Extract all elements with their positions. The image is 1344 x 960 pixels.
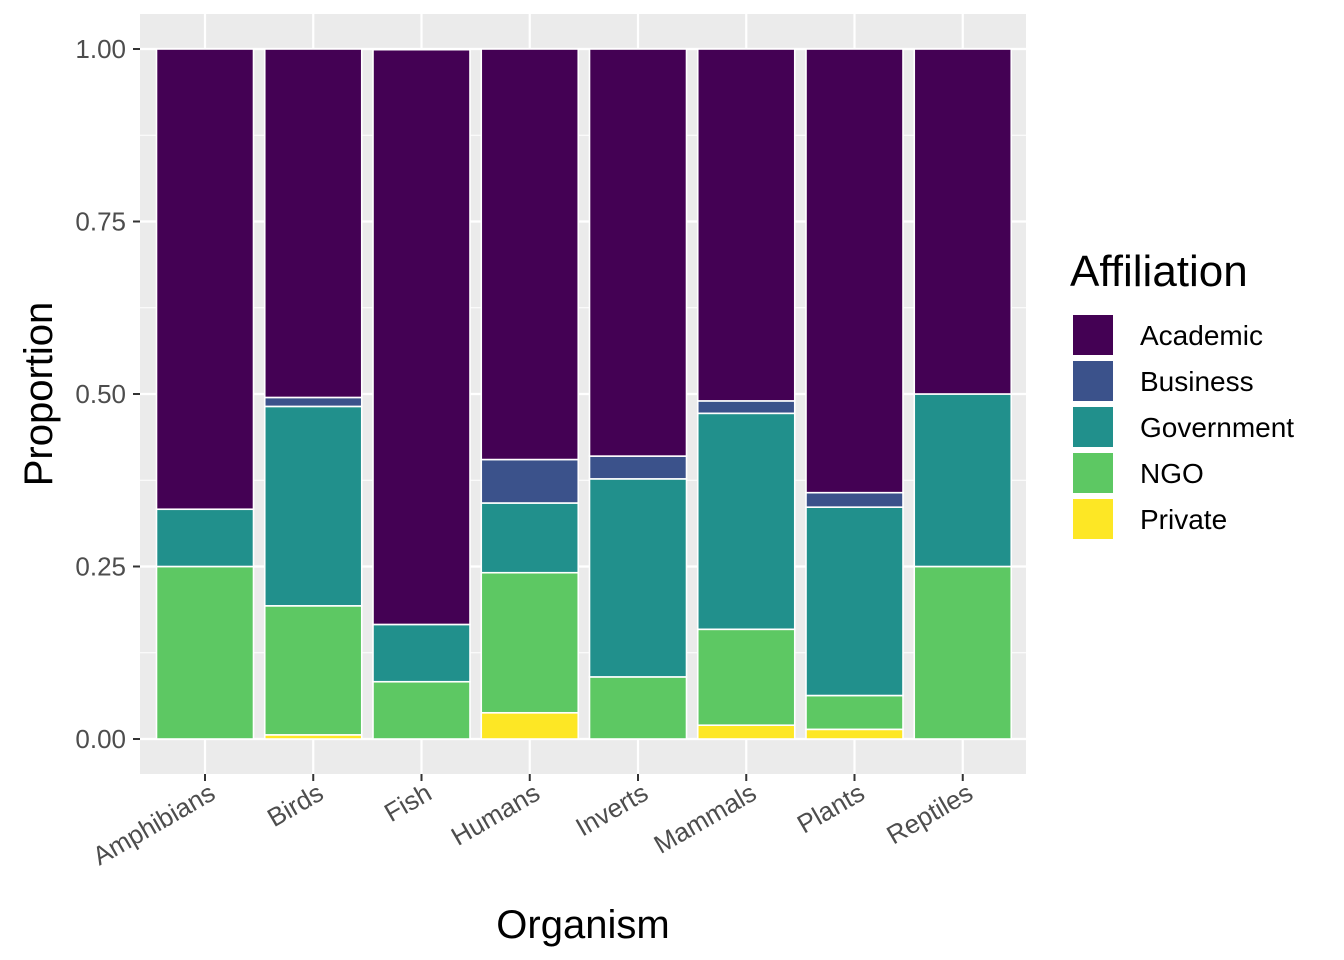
legend-key-ngo (1073, 453, 1113, 493)
bar-segment-plants-private (805, 728, 904, 740)
legend-key-academic (1073, 315, 1113, 355)
y-tick-label: 0.50 (75, 379, 126, 409)
x-tick-label: Plants (792, 777, 870, 839)
bar-segment-plants-ngo (805, 694, 904, 731)
legend-key-government (1073, 407, 1113, 447)
bar-segment-humans-government (480, 502, 580, 574)
bar-segment-plants-business (805, 491, 904, 508)
legend-title: Affiliation (1070, 247, 1248, 296)
bar-segment-inverts-business (588, 455, 688, 480)
legend-items: Academic Business Government NGO Private (1073, 315, 1294, 539)
legend-key-business (1073, 361, 1113, 401)
bar-segment-reptiles-academic (913, 48, 1013, 395)
bar-segment-fish-government (372, 623, 471, 683)
x-axis-title: Organism (496, 903, 669, 947)
legend-label-academic: Academic (1140, 320, 1263, 351)
legend-label-government: Government (1140, 412, 1294, 443)
y-tick-label: 0.00 (75, 724, 126, 754)
y-tick-label: 0.75 (75, 207, 126, 237)
legend-label-business: Business (1140, 366, 1254, 397)
bar-segment-mammals-government (696, 412, 796, 631)
bar-segment-inverts-academic (588, 48, 688, 457)
bar-segment-inverts-government (588, 478, 688, 678)
bar-segment-birds-academic (263, 48, 363, 399)
x-tick-label: Fish (379, 777, 437, 828)
legend-key-private (1073, 499, 1113, 539)
bar-segment-mammals-academic (696, 48, 796, 402)
bar-segment-amphibians-ngo (155, 565, 255, 740)
bar-segment-plants-government (805, 506, 904, 697)
y-tick-label: 1.00 (75, 34, 126, 64)
bar-segment-birds-business (263, 396, 363, 408)
bar-segment-humans-business (480, 458, 580, 504)
x-tick-label: Reptiles (881, 777, 977, 850)
x-tick-label: Inverts (570, 777, 653, 842)
bar-segment-humans-ngo (480, 571, 580, 714)
bar-segment-birds-government (263, 405, 363, 607)
bar-segment-reptiles-government (913, 393, 1013, 568)
bar-segment-birds-ngo (263, 605, 363, 736)
bar-segment-humans-private (480, 711, 580, 740)
y-axis-title: Proportion (17, 302, 61, 487)
bar-segment-humans-academic (480, 48, 580, 461)
bar-segment-plants-academic (805, 48, 904, 494)
legend-label-ngo: NGO (1140, 458, 1204, 489)
bar-segment-fish-academic (372, 48, 471, 626)
x-tick-label: Amphibians (87, 777, 220, 871)
x-tick-label: Birds (262, 777, 328, 833)
bars (155, 48, 1013, 740)
bar-segment-amphibians-government (155, 508, 255, 568)
bar-segment-inverts-ngo (588, 676, 688, 740)
legend-label-private: Private (1140, 504, 1227, 535)
y-tick-label: 0.25 (75, 552, 126, 582)
bar-segment-reptiles-ngo (913, 565, 1013, 740)
x-tick-label: Mammals (649, 777, 762, 859)
bar-segment-mammals-ngo (696, 628, 796, 726)
bar-segment-amphibians-academic (155, 48, 255, 511)
bar-segment-mammals-business (696, 400, 796, 415)
bar-segment-mammals-private (696, 724, 796, 740)
y-axis: 0.00 0.25 0.50 0.75 1.00 (75, 34, 140, 754)
legend: Affiliation Academic Business Government NG… (1070, 247, 1294, 539)
bar-segment-fish-ngo (372, 680, 471, 740)
x-tick-label: Humans (446, 777, 545, 851)
